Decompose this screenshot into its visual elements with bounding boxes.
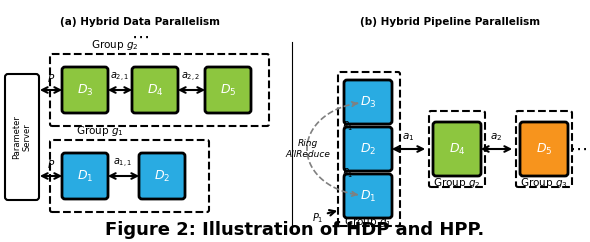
Text: $D_3$: $D_3$ bbox=[360, 94, 376, 110]
Text: $P$: $P$ bbox=[47, 72, 55, 84]
FancyBboxPatch shape bbox=[5, 74, 39, 200]
Text: $D_3$: $D_3$ bbox=[77, 83, 93, 98]
Text: $D_1$: $D_1$ bbox=[77, 168, 93, 183]
Text: $a_1$: $a_1$ bbox=[402, 131, 414, 143]
Text: $a_2$: $a_2$ bbox=[490, 131, 502, 143]
Text: $D_4$: $D_4$ bbox=[147, 83, 163, 98]
FancyBboxPatch shape bbox=[344, 174, 392, 218]
FancyBboxPatch shape bbox=[62, 67, 108, 113]
Text: $a_{2,1}$: $a_{2,1}$ bbox=[110, 71, 130, 84]
Text: $a_{2,2}$: $a_{2,2}$ bbox=[181, 71, 201, 84]
Text: Parameter
Server: Parameter Server bbox=[12, 115, 32, 159]
Text: $P_1$: $P_1$ bbox=[342, 119, 354, 133]
Text: $P_1$: $P_1$ bbox=[312, 211, 323, 225]
Text: Group $g_3$: Group $g_3$ bbox=[520, 176, 568, 190]
Text: Group $g_1$: Group $g_1$ bbox=[76, 124, 124, 138]
Text: $D_5$: $D_5$ bbox=[536, 142, 552, 157]
Text: $D_2$: $D_2$ bbox=[154, 168, 170, 183]
Text: $D_5$: $D_5$ bbox=[219, 83, 236, 98]
Text: $P_1$: $P_1$ bbox=[342, 166, 354, 180]
Text: $\cdots$: $\cdots$ bbox=[569, 140, 587, 158]
FancyBboxPatch shape bbox=[433, 122, 481, 176]
Text: $D_2$: $D_2$ bbox=[360, 142, 376, 157]
Text: $D_1$: $D_1$ bbox=[360, 189, 376, 204]
Text: Group $g_1$: Group $g_1$ bbox=[344, 215, 392, 229]
FancyBboxPatch shape bbox=[344, 80, 392, 124]
FancyBboxPatch shape bbox=[205, 67, 251, 113]
Text: (a) Hybrid Data Parallelism: (a) Hybrid Data Parallelism bbox=[60, 17, 220, 27]
Text: Figure 2: Illustration of HDP and HPP.: Figure 2: Illustration of HDP and HPP. bbox=[106, 221, 484, 239]
Text: $D_4$: $D_4$ bbox=[449, 142, 466, 157]
Text: Ring
AllReduce: Ring AllReduce bbox=[286, 139, 330, 159]
FancyBboxPatch shape bbox=[520, 122, 568, 176]
FancyBboxPatch shape bbox=[62, 153, 108, 199]
Text: Group $g_2$: Group $g_2$ bbox=[91, 38, 139, 52]
Text: $a_{1,1}$: $a_{1,1}$ bbox=[113, 157, 133, 170]
Text: $P$: $P$ bbox=[47, 158, 55, 170]
FancyBboxPatch shape bbox=[132, 67, 178, 113]
Text: Group $g_2$: Group $g_2$ bbox=[433, 176, 481, 190]
Text: $\cdots$: $\cdots$ bbox=[131, 28, 149, 46]
Text: (b) Hybrid Pipeline Parallelism: (b) Hybrid Pipeline Parallelism bbox=[360, 17, 540, 27]
FancyBboxPatch shape bbox=[139, 153, 185, 199]
FancyBboxPatch shape bbox=[344, 127, 392, 171]
